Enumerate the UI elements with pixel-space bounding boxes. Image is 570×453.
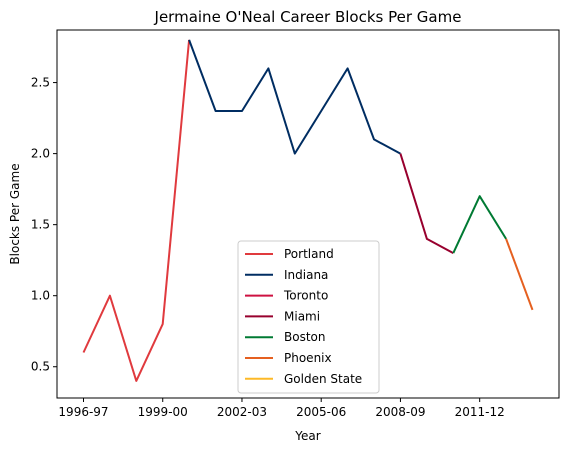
y-axis: 0.5 1.0 1.5 2.0 2.5 [31, 76, 57, 374]
legend-label-toronto: Toronto [283, 289, 328, 303]
plot-frame [56, 29, 560, 399]
y-tick-label: 1.5 [31, 218, 50, 232]
legend-label-phoenix: Phoenix [284, 351, 332, 365]
x-tick-label: 1999-00 [138, 405, 188, 419]
x-axis-label: Year [294, 429, 320, 443]
x-tick-label: 2011-12 [455, 405, 505, 419]
y-tick-label: 1.0 [31, 289, 50, 303]
series-line-phoenix [505, 238, 534, 311]
y-axis-label: Blocks Per Game [8, 163, 22, 264]
series-line-portland [82, 39, 191, 382]
y-tick-label: 2.0 [31, 147, 50, 161]
series-line-miami [399, 153, 454, 254]
legend-label-golden-state: Golden State [284, 372, 362, 386]
legend-label-miami: Miami [284, 309, 320, 323]
x-tick-label: 2008-09 [375, 405, 425, 419]
legend-label-indiana: Indiana [284, 268, 328, 282]
legend-label-portland: Portland [284, 247, 334, 261]
x-tick-label: 2002-03 [217, 405, 267, 419]
legend-label-boston: Boston [284, 330, 325, 344]
legend: Portland Indiana Toronto Miami Boston Phoenix… [237, 240, 380, 394]
plot-area [82, 39, 534, 382]
chart-title: Jermaine O'Neal Career Blocks Per Game [154, 8, 462, 26]
y-tick-label: 2.5 [31, 76, 50, 90]
x-tick-label: 1996-97 [58, 405, 108, 419]
x-tick-label: 2005-06 [296, 405, 346, 419]
legend-box [237, 240, 380, 394]
x-axis: 1996-97 1999-00 2002-03 2005-06 2008-09 2011-… [58, 398, 505, 419]
series-line-boston [452, 195, 507, 254]
series-line-indiana [188, 39, 401, 155]
y-tick-label: 0.5 [31, 360, 50, 374]
